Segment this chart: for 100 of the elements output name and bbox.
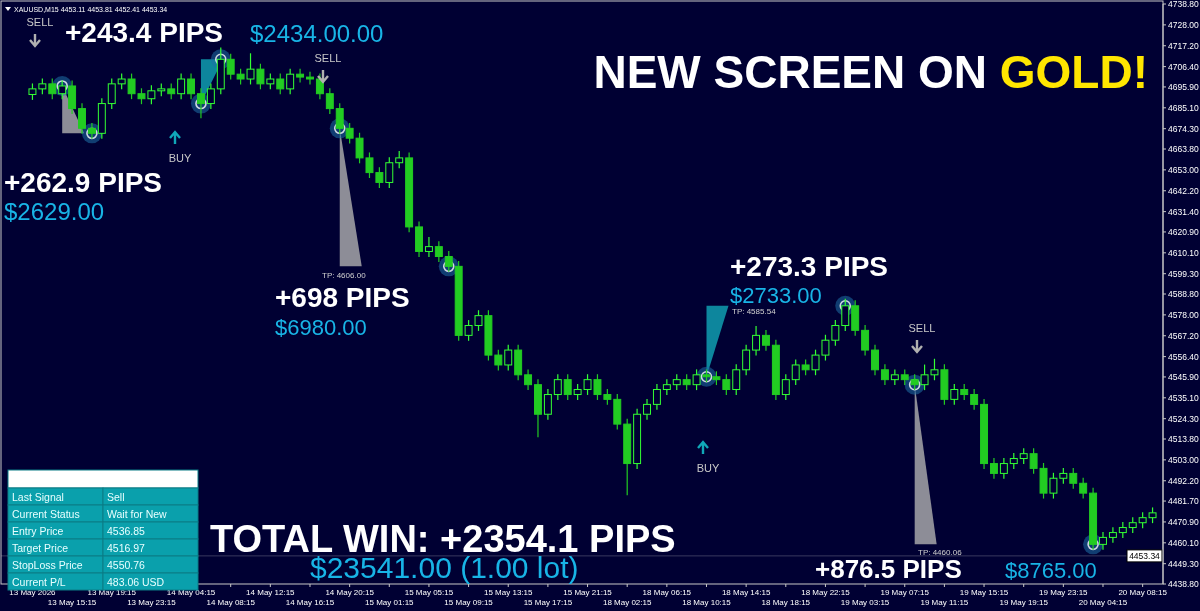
candlestick: [950, 384, 959, 405]
candlestick: [970, 389, 979, 410]
candlestick: [524, 369, 533, 391]
x-tick-label: 19 May 19:15: [999, 598, 1049, 607]
text: NEW SCREEN ON GOLD!: [593, 46, 1148, 98]
annotation: $2629.00: [4, 198, 105, 225]
y-tick-label: 4706.40: [1168, 61, 1199, 72]
candlestick: [48, 78, 57, 100]
candlestick: [78, 103, 86, 134]
candlestick: [762, 329, 770, 351]
candlestick: [999, 458, 1008, 479]
annotation: $6980.00: [275, 315, 367, 340]
y-tick-label: 4631.40: [1168, 206, 1199, 217]
y-tick-label: 4620.90: [1168, 226, 1199, 237]
y-tick-label: 4524.30: [1168, 413, 1199, 424]
annotation: Current Status: [12, 507, 80, 520]
candlestick: [444, 251, 453, 272]
annotation: BUY: [696, 462, 720, 474]
annotation: TP: 4606.00: [322, 271, 367, 280]
candlestick: [543, 389, 552, 420]
annotation: BUY: [168, 152, 192, 164]
candlestick: [692, 369, 701, 391]
x-tick-label: 14 May 08:15: [206, 598, 256, 607]
candlestick: [206, 83, 215, 109]
y-tick-label: 4535.10: [1168, 392, 1199, 403]
candlestick: [791, 359, 800, 386]
annotation: Target Price: [12, 541, 69, 554]
x-tick-label: 18 May 10:15: [682, 598, 732, 607]
x-tick-label: 18 May 22:15: [801, 588, 851, 597]
annotation: $8765.00: [1005, 558, 1097, 583]
annotation: +262.9 PIPS: [4, 167, 163, 198]
y-tick-label: 4738.80: [1168, 0, 1199, 9]
ref-line-label: 4453.34: [1129, 551, 1161, 562]
x-tick-label: 19 May 11:15: [920, 598, 969, 607]
annotation: Current P/L: [12, 575, 66, 588]
y-tick-label: 4674.30: [1168, 123, 1199, 134]
candlestick: [107, 78, 116, 109]
candlestick: [335, 103, 344, 134]
candlestick: [87, 122, 96, 139]
y-tick-label: 4663.80: [1168, 144, 1199, 154]
x-tick-label: 19 May 07:15: [880, 588, 930, 597]
x-tick-label: 14 May 16:15: [285, 598, 335, 607]
x-tick-label: 14 May 20:15: [325, 588, 375, 597]
candlestick: [424, 236, 433, 257]
y-tick-label: 4513.80: [1168, 434, 1199, 444]
y-tick-label: 4460.10: [1168, 537, 1199, 548]
y-tick-label: 4588.80: [1168, 289, 1199, 299]
candlestick: [504, 344, 513, 371]
y-tick-label: 4449.30: [1168, 558, 1199, 569]
candlestick: [553, 374, 562, 400]
annotation: +698 PIPS: [275, 282, 410, 313]
y-tick-label: 4717.20: [1168, 40, 1199, 51]
y-tick-label: 4492.20: [1168, 475, 1199, 486]
y-tick-label: 4556.40: [1168, 351, 1199, 362]
x-tick-label: 19 May 03:15: [840, 598, 890, 607]
candlestick: [187, 73, 196, 100]
x-tick-label: 15 May 17:15: [523, 598, 573, 607]
x-tick-label: 18 May 18:15: [761, 598, 811, 607]
y-tick-label: 4438.80: [1168, 579, 1199, 589]
annotation: Entry Price: [12, 524, 64, 537]
x-tick-label: 19 May 15:15: [959, 588, 1009, 597]
candlestick: [306, 71, 314, 85]
x-tick-label: 15 May 21:15: [563, 588, 613, 597]
candlestick: [652, 384, 661, 410]
candlestick: [989, 458, 998, 479]
x-tick-label: 14 May 04:15: [166, 588, 216, 597]
x-tick-label: 13 May 23:15: [127, 598, 177, 607]
candlestick: [880, 364, 889, 386]
annotation: SELL: [908, 322, 936, 334]
annotation: SELL: [26, 16, 54, 28]
x-tick-label: 14 May 12:15: [246, 588, 296, 597]
y-tick-label: 4567.20: [1168, 330, 1199, 341]
annotation: 4550.76: [107, 558, 146, 571]
annotation: $2733.00: [730, 283, 822, 308]
annotation: TP: 4460.06: [918, 548, 963, 557]
candlestick: [563, 374, 572, 400]
y-tick-label: 4610.10: [1168, 247, 1199, 258]
x-tick-label: 15 May 05:15: [404, 588, 454, 597]
candlestick: [1108, 527, 1117, 543]
x-tick-label: 20 May 04:15: [1078, 598, 1128, 607]
candlestick: [177, 73, 186, 100]
x-tick-label: 18 May 14:15: [721, 588, 771, 597]
y-tick-label: 4653.00: [1168, 164, 1199, 175]
x-tick-label: 15 May 09:15: [444, 598, 494, 607]
x-tick-label: 19 May 23:15: [1039, 588, 1089, 597]
candlestick: [1079, 477, 1088, 499]
annotation: Last Signal: [12, 490, 64, 503]
y-tick-label: 4578.00: [1168, 309, 1199, 320]
x-tick-label: 18 May 02:15: [602, 598, 652, 607]
candlestick: [781, 374, 790, 400]
candlestick: [286, 68, 295, 95]
candlestick: [434, 241, 443, 262]
candlestick: [68, 80, 77, 115]
y-tick-label: 4481.70: [1168, 496, 1199, 507]
annotation: +273.3 PIPS: [730, 251, 889, 282]
annotation: 4516.97: [107, 541, 146, 554]
candlestick: [385, 157, 394, 188]
x-tick-label: 15 May 13:15: [484, 588, 534, 597]
y-tick-label: 4685.10: [1168, 102, 1199, 113]
candlestick: [325, 88, 334, 115]
